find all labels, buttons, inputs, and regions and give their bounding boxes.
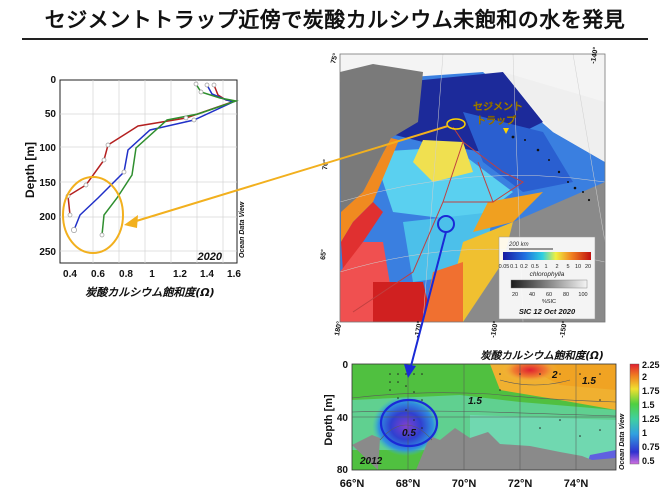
profile-grid bbox=[60, 80, 237, 263]
profile-year: 2020 bbox=[197, 251, 223, 263]
map-lon-150: -150° bbox=[558, 320, 569, 338]
section-year: 2012 bbox=[359, 456, 383, 467]
sic-tick-2: 60 bbox=[546, 292, 552, 298]
trap-label-line1: セジメント bbox=[473, 101, 523, 113]
section-xtick-74N: 74°N bbox=[564, 478, 589, 490]
profile-line-green bbox=[101, 83, 239, 236]
undersaturation-highlight bbox=[62, 176, 124, 254]
profile-xtick-0: 0.4 bbox=[63, 269, 77, 280]
profile-ytick-200: 200 bbox=[39, 212, 56, 223]
profile-xtick-3: 1 bbox=[149, 269, 155, 280]
title-underline bbox=[22, 38, 648, 40]
map-lat-75: 75° bbox=[329, 52, 340, 64]
section-xtick-66N: 66°N bbox=[340, 478, 365, 490]
chl-tick-6: 5 bbox=[566, 264, 569, 270]
chl-colorbar bbox=[503, 252, 591, 260]
profile-ytick-50: 50 bbox=[45, 109, 57, 120]
cb-tick-1-25: 1.25 bbox=[642, 414, 660, 424]
map-lon-160: -160° bbox=[489, 320, 500, 338]
page-title: セジメントトラップ近傍で炭酸カルシウム未飽和の水を発見 bbox=[44, 8, 626, 32]
profile-markers bbox=[65, 81, 217, 238]
chl-tick-8: 20 bbox=[585, 264, 591, 270]
saturation-section-chart: 炭酸カルシウム飽和度(Ω) bbox=[323, 349, 660, 490]
profile-line-blue bbox=[73, 84, 236, 231]
profile-ytick-150: 150 bbox=[39, 178, 56, 189]
section-contour-label-0-5: 0.5 bbox=[402, 428, 416, 439]
profile-xtick-2: 0.8 bbox=[119, 269, 133, 280]
profile-xtick-5: 1.4 bbox=[200, 269, 214, 280]
chl-tick-4: 1 bbox=[544, 264, 547, 270]
trap-location-marker bbox=[446, 118, 466, 130]
profile-xtick-6: 1.6 bbox=[227, 269, 241, 280]
chl-tick-1: 0.1 bbox=[510, 264, 518, 270]
section-odv-watermark: Ocean Data View bbox=[619, 413, 626, 470]
profile-ytick-250: 250 bbox=[39, 247, 56, 258]
profile-xlabel: 炭酸カルシウム飽和度(Ω) bbox=[85, 286, 214, 299]
section-ytick-80: 80 bbox=[337, 465, 349, 476]
chl-tick-2: 0.2 bbox=[520, 264, 528, 270]
sic-tick-1: 40 bbox=[529, 292, 535, 298]
section-undersaturation-circle bbox=[379, 398, 439, 448]
section-xtick-70N: 70°N bbox=[452, 478, 477, 490]
section-xtick-72N: 72°N bbox=[508, 478, 533, 490]
section-title: 炭酸カルシウム飽和度(Ω) bbox=[480, 349, 604, 362]
section-contour-label-1-5-mid: 1.5 bbox=[468, 396, 482, 407]
chl-tick-7: 10 bbox=[575, 264, 581, 270]
section-ylabel: Depth [m] bbox=[323, 394, 335, 446]
chl-tick-5: 2 bbox=[555, 264, 558, 270]
saturation-profile-chart: 0 50 100 150 200 250 0.4 0.6 0.8 1 1.2 1… bbox=[23, 75, 246, 299]
map-lat-65: 65° bbox=[319, 249, 328, 260]
chl-tick-3: 0.5 bbox=[531, 264, 539, 270]
map-lon-140: -140° bbox=[589, 46, 600, 64]
profile-ytick-100: 100 bbox=[39, 143, 56, 154]
section-sample-dots bbox=[389, 373, 601, 437]
profile-ylabel: Depth [m] bbox=[23, 142, 37, 198]
map-legend: 200 km 0.05 0.1 0.2 0.5 1 2 5 10 20 chlo… bbox=[499, 236, 596, 320]
section-colorbar bbox=[629, 363, 640, 465]
profile-xtick-1: 0.6 bbox=[91, 269, 105, 280]
cb-tick-1: 1 bbox=[642, 428, 647, 438]
sic-date: SIC 12 Oct 2020 bbox=[519, 307, 576, 316]
section-contour-label-1-5-right: 1.5 bbox=[582, 376, 596, 387]
sic-tick-3: 80 bbox=[563, 292, 569, 298]
sic-tick-4: 100 bbox=[578, 292, 587, 298]
profile-frame bbox=[59, 79, 238, 264]
sic-tick-0: 20 bbox=[512, 292, 518, 298]
cb-tick-2: 2 bbox=[642, 372, 647, 382]
cb-tick-0-5: 0.5 bbox=[642, 456, 655, 466]
section-contour-label-2: 2 bbox=[551, 370, 558, 381]
cb-tick-1-75: 1.75 bbox=[642, 386, 660, 396]
map-scale-label: 200 km bbox=[508, 242, 529, 248]
trap-triangle-marker bbox=[503, 128, 509, 134]
cb-tick-2-25: 2.25 bbox=[642, 360, 660, 370]
profile-ytick-0: 0 bbox=[50, 75, 56, 86]
chl-label: chlorophylla bbox=[530, 271, 565, 278]
section-ytick-40: 40 bbox=[337, 413, 349, 424]
sic-colorbar bbox=[510, 279, 588, 289]
trap-label-line2: トラップ bbox=[476, 114, 517, 127]
profile-odv-watermark: Ocean Data View bbox=[239, 201, 246, 258]
cb-tick-0-75: 0.75 bbox=[642, 442, 660, 452]
profile-xtick-4: 1.2 bbox=[173, 269, 187, 280]
map-lon-180: 180° bbox=[333, 321, 343, 337]
chl-tick-0: 0.05 bbox=[499, 264, 510, 270]
section-xtick-68N: 68°N bbox=[396, 478, 421, 490]
satellite-map: セジメント トラップ 75° 70° 65° 180° -170° -160° … bbox=[319, 46, 606, 338]
cb-tick-1-5: 1.5 bbox=[642, 400, 655, 410]
section-ytick-0: 0 bbox=[342, 360, 348, 371]
map-lon-170: -170° bbox=[413, 320, 424, 338]
map-lat-70: 70° bbox=[321, 159, 330, 170]
sic-label: %SIC bbox=[542, 299, 556, 305]
